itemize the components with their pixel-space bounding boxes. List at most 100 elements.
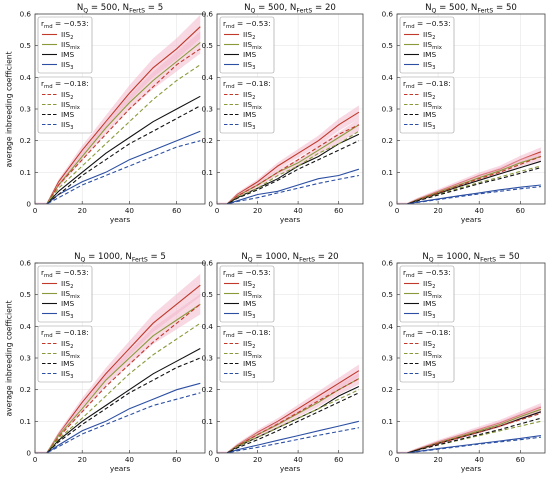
legend-label: IIS3​ bbox=[61, 60, 73, 71]
x-tick-label: 40 bbox=[475, 455, 485, 464]
series-group bbox=[35, 14, 201, 204]
series-line bbox=[35, 348, 201, 453]
x-tick-label: 60 bbox=[334, 455, 344, 464]
legend-label: IISmix​ bbox=[423, 349, 442, 360]
y-tick-label: 0.6 bbox=[20, 10, 32, 19]
legend-header: rmd​ = −0.53: bbox=[41, 19, 89, 30]
x-tick-label: 20 bbox=[253, 455, 263, 464]
series-line bbox=[217, 420, 360, 453]
legend-header: rmd​ = −0.53: bbox=[223, 268, 271, 279]
chart-panel-6: NQ​ = 1000, NFertS​ = 50 0 20 40 60 0 0.1 0.2 0.… bbox=[382, 252, 546, 473]
legend-box bbox=[37, 16, 93, 74]
legend-label: IIS2​ bbox=[243, 279, 255, 290]
legend-header: rmd​ = −0.53: bbox=[41, 268, 89, 279]
y-tick-label: 0.5 bbox=[20, 41, 31, 50]
legend-box bbox=[399, 16, 455, 74]
chart-title: NQ​ = 1000, NFertS​ = 5 bbox=[74, 252, 166, 263]
legend-label: IMS bbox=[61, 110, 75, 119]
x-tick-label: 40 bbox=[294, 455, 304, 464]
x-tick-label: 60 bbox=[516, 206, 526, 215]
legend-label: IISmix​ bbox=[61, 289, 80, 300]
series-line bbox=[217, 140, 360, 204]
y-tick-label: 0.6 bbox=[202, 10, 214, 19]
series-group bbox=[217, 364, 360, 453]
series-group bbox=[35, 273, 201, 453]
y-tick-label: 0 bbox=[388, 200, 393, 209]
legend-box bbox=[219, 16, 275, 74]
legend-box bbox=[219, 325, 275, 383]
series-line bbox=[35, 303, 201, 453]
series-group bbox=[397, 403, 542, 453]
legend-label: IIS3​ bbox=[243, 60, 255, 71]
legend-label: IISmix​ bbox=[243, 100, 262, 111]
legend-label: IIS2​ bbox=[61, 279, 73, 290]
y-tick-label: 0 bbox=[388, 449, 393, 458]
x-tick-label: 0 bbox=[395, 206, 400, 215]
legend-label: IMS bbox=[61, 299, 75, 308]
series-line bbox=[217, 392, 360, 453]
series-band bbox=[35, 31, 201, 204]
legend-label: IMS bbox=[243, 110, 257, 119]
legend-label: IISmix​ bbox=[61, 40, 80, 51]
x-tick-label: 0 bbox=[33, 455, 38, 464]
y-tick-label: 0.5 bbox=[202, 41, 213, 50]
x-tick-label: 40 bbox=[294, 206, 304, 215]
legend-box bbox=[399, 265, 455, 323]
y-tick-label: 0.1 bbox=[202, 417, 213, 426]
series-line bbox=[35, 303, 201, 453]
x-tick-label: 60 bbox=[334, 206, 344, 215]
legend-label: IIS2​ bbox=[423, 339, 435, 350]
y-tick-label: 0.2 bbox=[382, 385, 393, 394]
series-line bbox=[35, 392, 201, 453]
legend-label: IIS2​ bbox=[423, 30, 435, 41]
x-axis-label: years bbox=[110, 464, 130, 473]
legend-label: IMS bbox=[61, 50, 75, 59]
y-tick-label: 0.2 bbox=[20, 136, 31, 145]
series-band bbox=[217, 105, 359, 204]
x-tick-label: 0 bbox=[395, 455, 400, 464]
legend-label: IIS2​ bbox=[243, 90, 255, 101]
plot-frame bbox=[216, 13, 364, 205]
series-line bbox=[35, 105, 201, 204]
y-tick-label: 0.2 bbox=[382, 136, 393, 145]
legend-header: rmd​ = −0.18: bbox=[223, 79, 271, 90]
legend-label: IIS3​ bbox=[423, 369, 435, 380]
legend-label: IISmix​ bbox=[61, 349, 80, 360]
legend-label: IIS3​ bbox=[423, 120, 435, 131]
legend-header: rmd​ = −0.53: bbox=[403, 268, 451, 279]
series-line bbox=[35, 42, 201, 204]
y-tick-label: 0.1 bbox=[382, 417, 393, 426]
plot-frame bbox=[34, 262, 206, 454]
legend-label: IIS3​ bbox=[243, 309, 255, 320]
chart-title: NQ​ = 1000, NFertS​ = 50 bbox=[422, 252, 519, 263]
legend-label: IISmix​ bbox=[243, 349, 262, 360]
legend-header: rmd​ = −0.18: bbox=[403, 328, 451, 339]
y-tick-label: 0.4 bbox=[382, 73, 394, 82]
legend-label: IISmix​ bbox=[423, 289, 442, 300]
y-tick-label: 0.6 bbox=[382, 10, 394, 19]
legend-box bbox=[219, 76, 275, 134]
y-tick-label: 0.5 bbox=[20, 290, 31, 299]
legend-label: IIS3​ bbox=[61, 369, 73, 380]
y-tick-label: 0.4 bbox=[20, 73, 32, 82]
plot-frame bbox=[216, 262, 364, 454]
y-tick-label: 0.6 bbox=[202, 259, 214, 268]
legend-label: IMS bbox=[243, 50, 257, 59]
legend-label: IIS3​ bbox=[243, 120, 255, 131]
y-tick-label: 0.3 bbox=[20, 354, 31, 363]
y-tick-label: 0.3 bbox=[382, 354, 393, 363]
y-tick-label: 0.5 bbox=[202, 290, 213, 299]
legend-label: IMS bbox=[423, 50, 437, 59]
series-line bbox=[35, 95, 201, 204]
legend-label: IIS2​ bbox=[61, 30, 73, 41]
legend-label: IIS2​ bbox=[61, 339, 73, 350]
y-tick-label: 0 bbox=[208, 200, 213, 209]
x-tick-label: 20 bbox=[434, 455, 444, 464]
